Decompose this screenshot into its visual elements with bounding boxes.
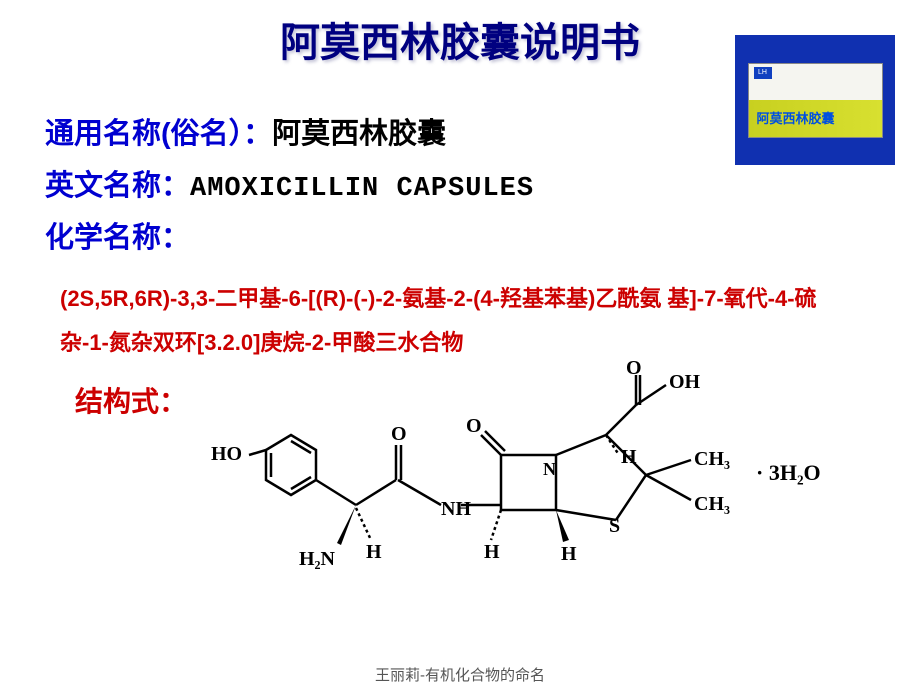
label-S: S: [609, 515, 620, 537]
label-OH: OH: [669, 371, 701, 393]
english-name-row: 英文名称：AMOXICILLIN CAPSULES: [45, 165, 880, 210]
footer-text: 王丽莉-有机化合物的命名: [0, 664, 920, 685]
chemical-name-value: (2S,5R,6R)-3,3-二甲基-6-[(R)-(-)-2-氨基-2-(4-…: [45, 269, 880, 365]
label-N: N: [543, 459, 556, 479]
chemical-name-row: 化学名称：: [45, 217, 880, 261]
product-box: LH 阿莫西林胶囊: [748, 63, 883, 138]
generic-name-label: 通用名称(俗名）：: [45, 118, 272, 150]
english-name-label: 英文名称：: [45, 170, 190, 202]
label-CH3b: CH₃: [694, 493, 730, 515]
generic-name-value: 阿莫西林胶囊: [272, 118, 446, 150]
english-name-value: AMOXICILLIN CAPSULES: [190, 174, 534, 204]
structure-diagram: HO O O O OH H H H H NH N S H₂N CH₃ CH₃ ·…: [191, 360, 851, 600]
label-O2: O: [466, 415, 482, 437]
chemical-name-label: 化学名称：: [45, 222, 190, 254]
label-CH3a: CH₃: [694, 448, 730, 470]
structure-container: 结构式：: [45, 360, 880, 600]
product-image: LH 阿莫西林胶囊: [735, 35, 895, 165]
label-NH: NH: [441, 498, 471, 520]
label-O3: O: [626, 360, 642, 379]
label-H4: H: [621, 446, 637, 468]
label-H2N: H₂N: [299, 548, 336, 570]
product-box-top: LH: [749, 64, 882, 102]
product-box-text: 阿莫西林胶囊: [757, 108, 835, 127]
label-H3: H: [561, 543, 577, 565]
structure-label: 结构式：: [65, 380, 187, 420]
product-logo: LH: [754, 67, 772, 79]
label-HO: HO: [211, 443, 242, 465]
product-box-bottom: 阿莫西林胶囊: [749, 100, 882, 137]
label-O1: O: [391, 423, 407, 445]
label-hydrate: · 3H₂O: [756, 460, 821, 485]
label-H1: H: [366, 541, 382, 563]
label-H2: H: [484, 541, 500, 563]
